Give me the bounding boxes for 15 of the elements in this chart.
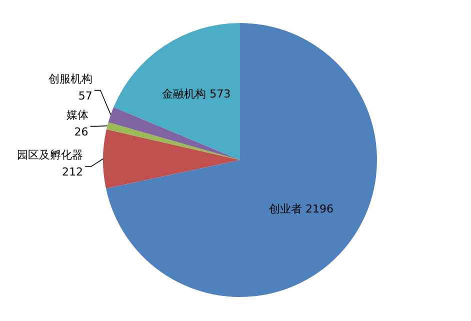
data-label: 26 bbox=[74, 125, 88, 138]
slice-label: 创服机构 bbox=[48, 72, 92, 86]
slice-label: 创业者 bbox=[268, 202, 302, 216]
pie-slice bbox=[106, 122, 240, 160]
pie-slice bbox=[114, 23, 240, 160]
data-label: 212 bbox=[62, 166, 84, 179]
data-label: 573 bbox=[210, 87, 231, 100]
pie-slice bbox=[103, 129, 240, 188]
pie-slice bbox=[106, 23, 377, 297]
slice-label: 园区及孵化器 bbox=[17, 148, 84, 162]
data-label: 2196 bbox=[305, 202, 334, 216]
pie-slice bbox=[108, 107, 240, 160]
slice-label: 金融机构 bbox=[162, 87, 206, 100]
data-label: 57 bbox=[78, 89, 92, 102]
slice-label: 媒体 bbox=[66, 108, 88, 122]
